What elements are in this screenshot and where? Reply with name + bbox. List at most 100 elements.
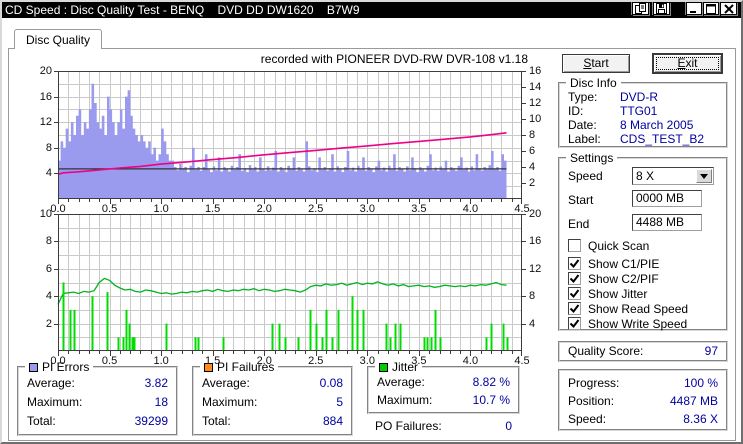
checkbox-box[interactable] (568, 272, 581, 285)
stat-row: Total: 884 (202, 414, 343, 428)
progress-value: 100 % (683, 376, 718, 390)
stat-label: Average: (377, 375, 425, 389)
axis-tick-label: 2.5 (308, 355, 324, 367)
stat-value: 10.7 % (472, 393, 510, 407)
save-icon[interactable] (653, 2, 670, 15)
stat-value: 0.08 (319, 376, 343, 390)
pi-errors-stats-box: PI Errors Average: 3.82 Maximum: 18 Total:… (17, 360, 178, 436)
stat-label: Maximum: (377, 393, 433, 407)
checkbox-show-read-speed[interactable]: Show Read Speed (568, 302, 688, 316)
stat-row: Maximum: 5 (202, 395, 343, 409)
stat-label: Total: (202, 414, 231, 428)
axis-tick-label: 0.0 (50, 355, 66, 367)
stat-label: Maximum: (27, 395, 83, 409)
axis-tick-label: 4 (45, 290, 52, 303)
start-mb-input[interactable]: 0000 MB (632, 190, 702, 207)
checkbox-show-jitter[interactable]: Show Jitter (568, 287, 647, 301)
po-failures-value: 0 (505, 419, 512, 433)
speed-select[interactable]: 8 X (632, 167, 714, 185)
axis-tick-label: 1.0 (153, 203, 169, 215)
checkbox-box[interactable] (568, 317, 581, 330)
axis-tick-label: 2.5 (308, 203, 324, 215)
pi-failures-swatch (204, 362, 213, 372)
po-failures-row: PO Failures: 0 (375, 419, 512, 433)
pi-errors-title: PI Errors (42, 360, 90, 374)
disc-info-value: TTG01 (620, 104, 658, 118)
disc-info-label: Label: (568, 132, 601, 146)
axis-tick-label: 8 (529, 290, 536, 303)
axis-tick-label: 1.5 (205, 203, 221, 215)
checkbox-label: Quick Scan (588, 238, 650, 253)
stat-label: Average: (202, 376, 250, 390)
checkbox-show-write-speed[interactable]: Show Write Speed (568, 317, 687, 331)
position-value: 4487 MB (669, 394, 718, 408)
axis-tick-label: 2 (45, 317, 52, 330)
checkbox-show-c1-pie[interactable]: Show C1/PIE (568, 257, 659, 271)
axis-tick-label: 4 (45, 167, 52, 180)
axis-tick-label: 16 (529, 235, 542, 248)
disc-info-label: ID: (568, 104, 584, 118)
axis-tick-label: 8 (45, 141, 52, 154)
stat-row: Maximum: 10.7 % (377, 393, 510, 407)
axis-tick-label: 4 (529, 317, 536, 330)
maximize-icon[interactable] (703, 2, 719, 15)
disc-info-row: Label: CDS_TEST_B2 (568, 132, 718, 146)
checkbox-box[interactable] (568, 302, 581, 315)
axis-tick-label: 3.5 (411, 203, 427, 215)
axis-tick-label: 10 (529, 113, 542, 125)
close-icon[interactable] (720, 2, 737, 15)
checkbox-box[interactable] (568, 287, 581, 300)
end-mb-input[interactable]: 4488 MB (632, 214, 702, 231)
pi-failures-stats-box: PI Failures Average: 0.08 Maximum: 5 Total… (192, 360, 353, 436)
axis-tick-label: 14 (529, 81, 542, 93)
speed-value: 8 X (636, 169, 655, 183)
axis-tick-label: 20 (529, 208, 542, 220)
position-label: Position: (568, 394, 615, 408)
quality-score-value: 97 (704, 344, 718, 358)
axis-tick-label: 1.5 (205, 355, 221, 367)
exit-button-accel: E (677, 56, 686, 70)
checkbox-quick-scan[interactable]: Quick Scan (568, 238, 650, 253)
settings-group: Settings Speed 8 X Start 0000 MB End 448… (558, 151, 728, 331)
axis-tick-label: 4.5 (514, 355, 530, 367)
minimize-icon[interactable] (686, 2, 702, 15)
axis-tick-label: 0.0 (50, 203, 66, 215)
checkbox-box[interactable] (568, 239, 581, 252)
tab-disc-quality[interactable]: Disc Quality (14, 29, 102, 49)
stat-row: Average: 0.08 (202, 376, 343, 390)
start-button[interactable]: Start (562, 54, 630, 73)
disc-info-row: ID: TTG01 (568, 104, 718, 118)
axis-tick-label: 2 (529, 177, 536, 189)
stat-row: Total: 39299 (27, 414, 168, 428)
settings-title: Settings (566, 151, 618, 165)
disc-info-label: Type: (568, 90, 598, 104)
axis-tick-label: 3.0 (359, 355, 375, 367)
axis-tick-label: 8 (529, 129, 536, 141)
axis-tick-label: 12 (529, 262, 542, 275)
axis-tick-label: 16 (39, 90, 52, 103)
checkbox-show-c2-pif[interactable]: Show C2/PIF (568, 271, 659, 286)
start-button-accel: S (583, 56, 592, 70)
progress-box: Progress: 100 % Position: 4487 MB Speed: 8.… (558, 369, 728, 431)
exit-button-label: xit (685, 56, 698, 70)
axis-tick-label: 2.0 (256, 203, 272, 215)
axis-tick-label: 6 (529, 145, 536, 157)
axis-tick-label: 20 (39, 65, 52, 77)
position-row: Position: 4487 MB (568, 394, 718, 408)
chevron-down-icon[interactable] (696, 169, 712, 183)
axis-tick-label: 1.0 (153, 355, 169, 367)
stat-label: Average: (27, 376, 75, 390)
exit-button[interactable]: Exit (653, 54, 722, 73)
axis-tick-label: 6 (45, 262, 52, 275)
checkbox-label: Show C2/PIF (588, 271, 659, 286)
checkbox-box[interactable] (568, 257, 581, 270)
axis-tick-label: 4.0 (462, 355, 479, 367)
axis-tick-label: 0.5 (101, 203, 118, 215)
stat-value: 39299 (134, 414, 168, 428)
speed-label: Speed (568, 169, 603, 183)
jitter-stats-box: Jitter Average: 8.82 % Maximum: 10.7 % (367, 360, 520, 414)
stat-label: Maximum: (202, 395, 258, 409)
copy-icon[interactable] (632, 2, 649, 15)
disc-info-value: CDS_TEST_B2 (620, 132, 705, 146)
stat-label: Total: (27, 414, 56, 428)
